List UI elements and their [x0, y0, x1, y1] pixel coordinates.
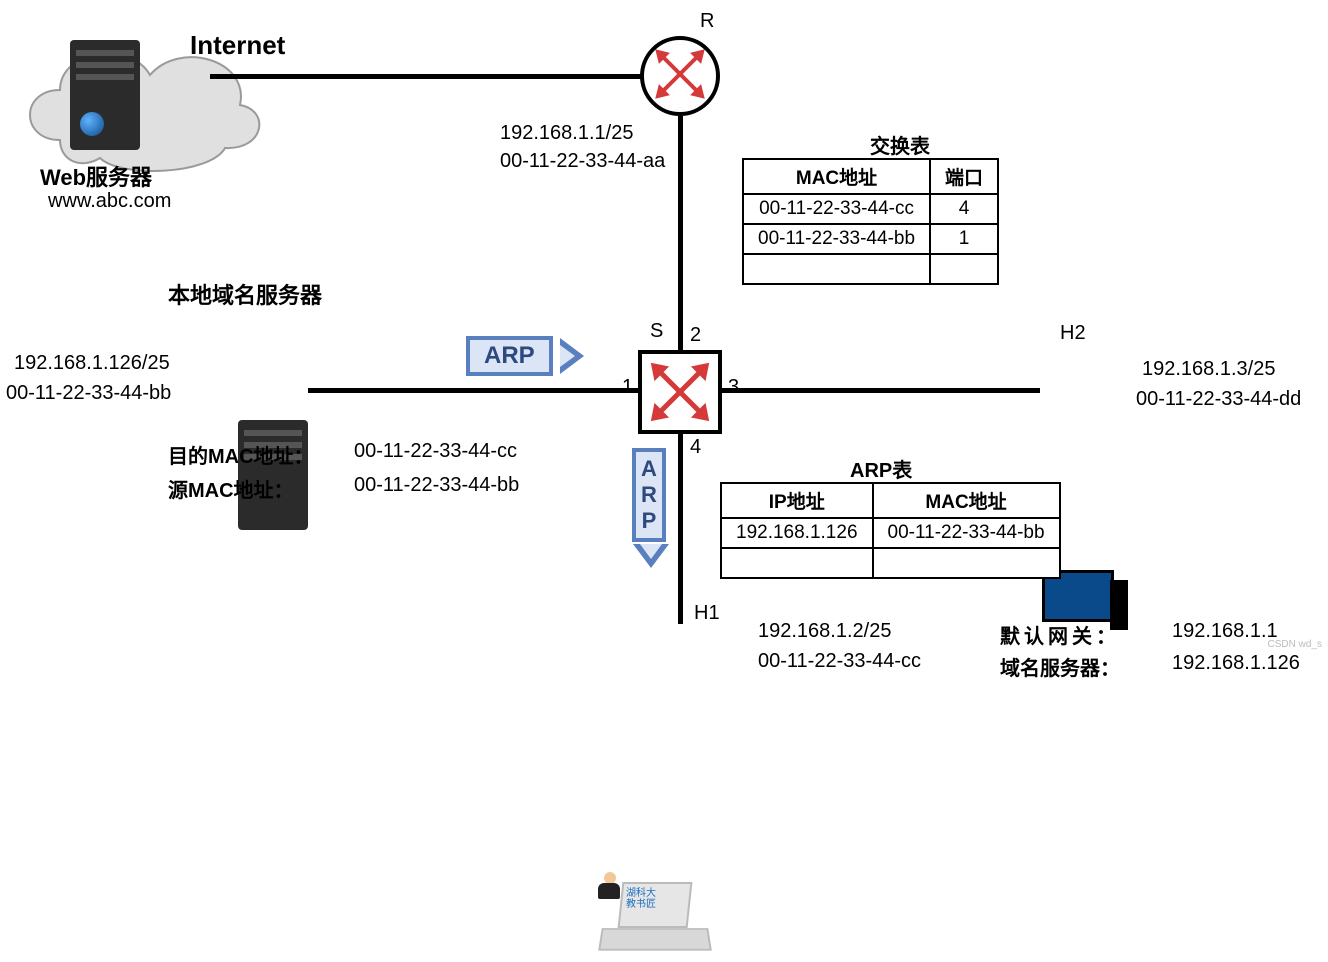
switch-table-title: 交换表 [870, 130, 930, 159]
switch-table: MAC地址 端口 00-11-22-33-44-cc 4 00-11-22-33… [742, 158, 999, 285]
arp-table: IP地址 MAC地址 192.168.1.126 00-11-22-33-44-… [720, 482, 1061, 579]
table-row: 00-11-22-33-44-cc 4 [743, 194, 998, 224]
arp-packet-vertical: A R P [632, 448, 666, 542]
internet-label: Internet [190, 30, 285, 61]
dns-ip: 192.168.1.126/25 [14, 352, 170, 375]
link-internet-router [210, 74, 650, 79]
arp-h-text: ARP [484, 342, 535, 369]
dst-mac-value: 00-11-22-33-44-cc [354, 440, 517, 463]
table-row [721, 548, 1060, 578]
h2-mac: 00-11-22-33-44-dd [1136, 388, 1301, 411]
arp-v-p: P [636, 508, 662, 534]
dns-mac: 00-11-22-33-44-bb [6, 382, 171, 405]
h1-badge1: 湖科大 [626, 888, 656, 899]
link-switch-h2 [722, 388, 1040, 393]
watermark: CSDN wd_s [1268, 639, 1322, 650]
web-server-domain: www.abc.com [48, 190, 171, 213]
switch-col-mac: MAC地址 [743, 159, 930, 194]
gw-value: 192.168.1.1 [1172, 620, 1278, 643]
port-2: 2 [690, 324, 701, 347]
dst-mac-label: 目的MAC地址： [168, 440, 314, 469]
arp-v-r: R [636, 482, 662, 508]
src-mac-label: 源MAC地址： [168, 474, 294, 503]
link-dns-switch [308, 388, 640, 393]
arp-col-mac: MAC地址 [873, 483, 1060, 518]
arp-table-title: ARP表 [850, 454, 912, 483]
switch-icon [638, 350, 722, 434]
h2-ip: 192.168.1.3/25 [1142, 358, 1275, 381]
web-server-icon [70, 40, 140, 150]
h1-icon: 湖科大 教书匠 [600, 882, 710, 962]
dns-title: 本地域名服务器 [168, 278, 322, 310]
h1-label: H1 [694, 602, 720, 625]
dns-value: 192.168.1.126 [1172, 652, 1300, 675]
h1-ip: 192.168.1.2/25 [758, 620, 891, 643]
web-server-title: Web服务器 [40, 160, 152, 192]
arp-arrow-down-icon [633, 544, 669, 568]
table-row [743, 254, 998, 284]
table-row: 00-11-22-33-44-bb 1 [743, 224, 998, 254]
h1-badge2: 教书匠 [626, 899, 656, 910]
h2-label: H2 [1060, 322, 1086, 345]
router-ip: 192.168.1.1/25 [500, 122, 633, 145]
switch-label: S [650, 320, 663, 343]
router-icon [640, 36, 720, 116]
link-switch-h1 [678, 434, 683, 624]
h1-mac: 00-11-22-33-44-cc [758, 650, 921, 673]
src-mac-value: 00-11-22-33-44-bb [354, 474, 519, 497]
gw-label: 默认网关： [1000, 620, 1120, 649]
dns-label: 域名服务器： [1000, 652, 1120, 681]
switch-col-port: 端口 [930, 159, 998, 194]
arp-v-a: A [636, 456, 662, 482]
router-label: R [700, 10, 714, 33]
port-4: 4 [690, 436, 701, 459]
router-mac: 00-11-22-33-44-aa [500, 150, 665, 173]
table-row: 192.168.1.126 00-11-22-33-44-bb [721, 518, 1060, 548]
arp-packet-horizontal: ARP [466, 336, 553, 376]
port-1: 1 [622, 376, 633, 399]
arp-col-ip: IP地址 [721, 483, 873, 518]
link-router-switch [678, 116, 683, 356]
arp-arrow-right-icon [560, 338, 584, 374]
